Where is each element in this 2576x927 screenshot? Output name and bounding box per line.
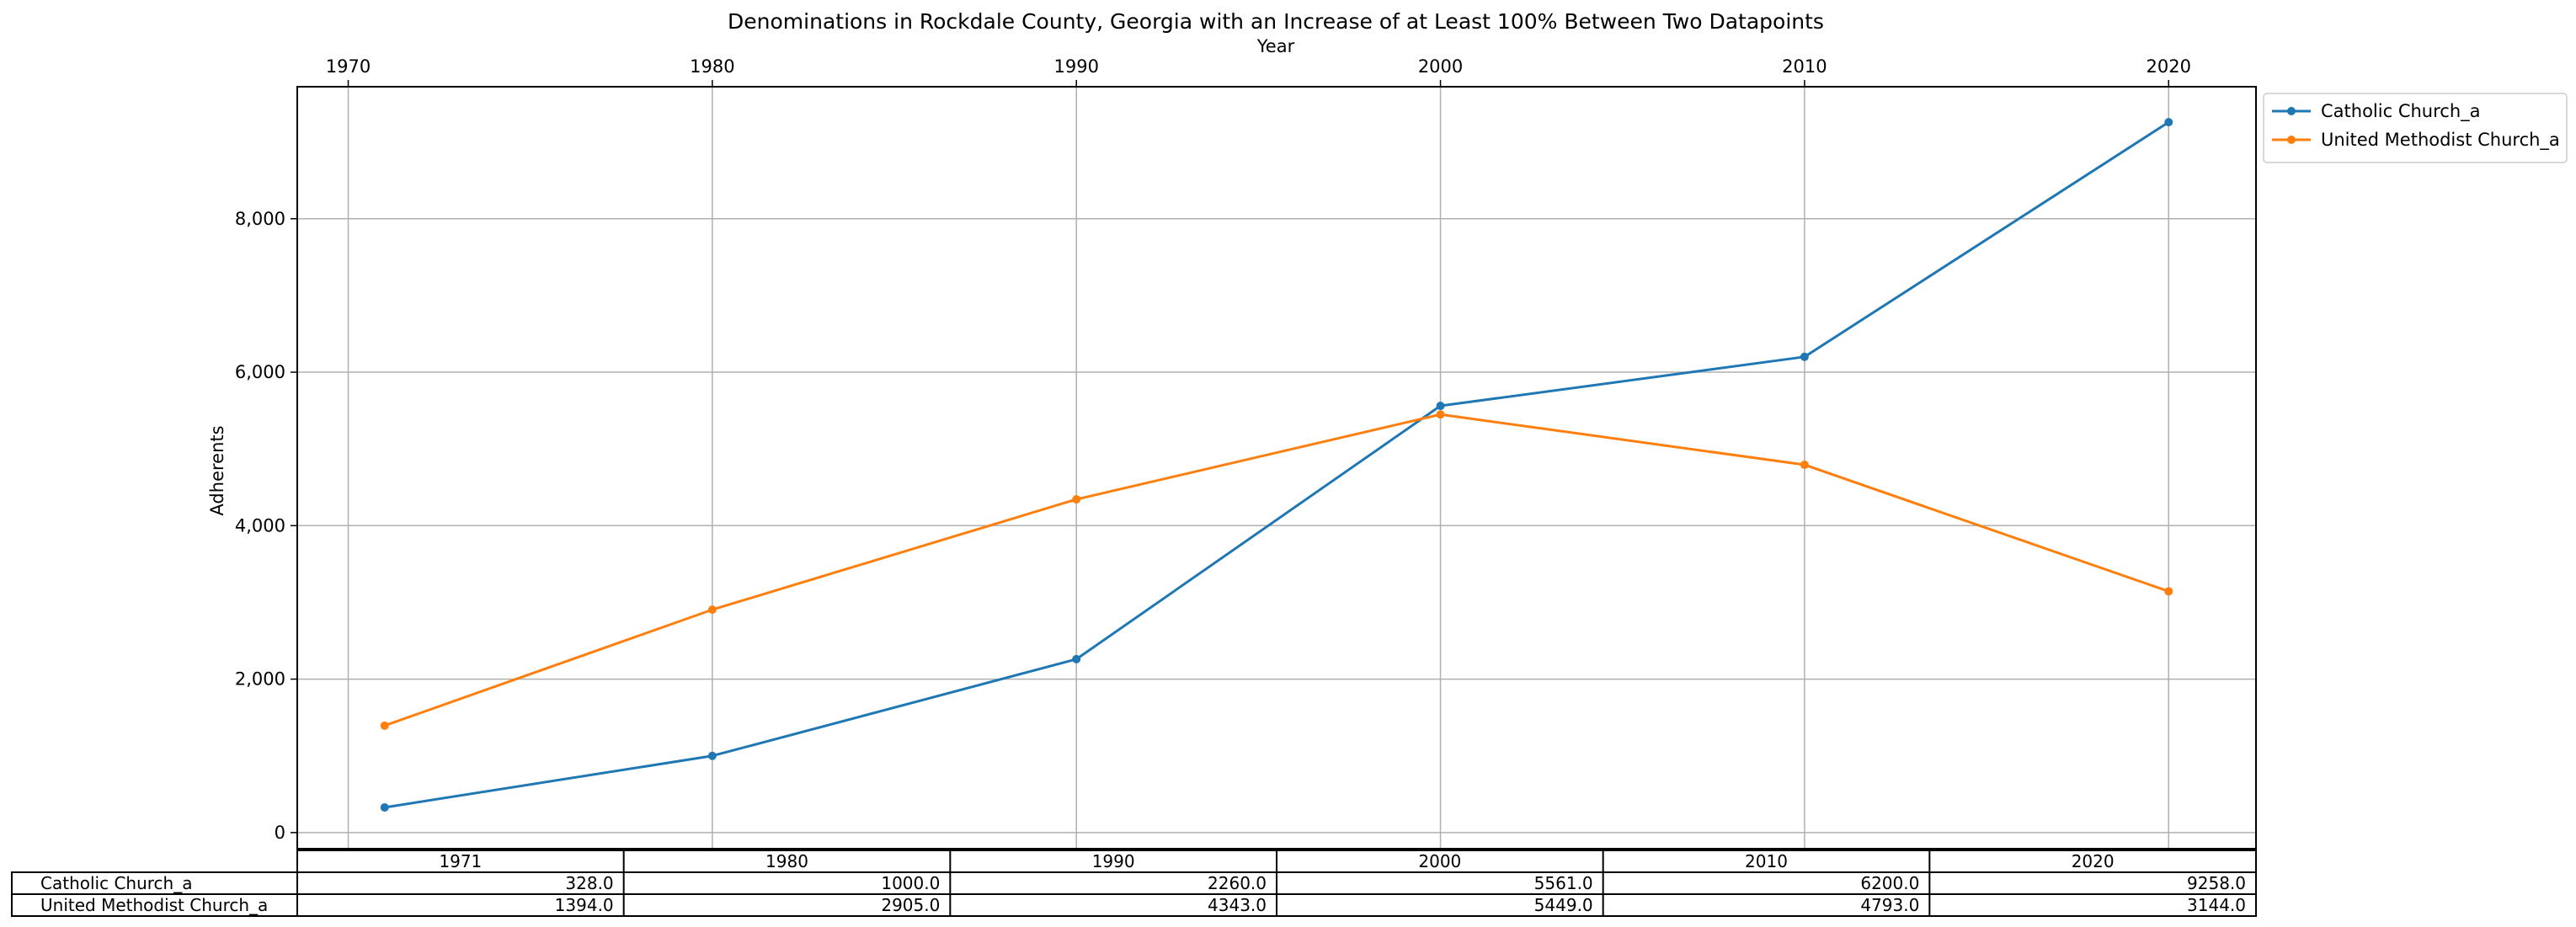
table-column-header: 1980 bbox=[765, 851, 808, 871]
table-column-header: 2010 bbox=[1745, 851, 1788, 871]
data-point bbox=[380, 802, 389, 812]
legend-marker bbox=[2287, 136, 2296, 144]
legend: Catholic Church_a United Methodist Church… bbox=[2263, 93, 2568, 163]
table-cell: 5561.0 bbox=[1534, 873, 1593, 893]
series-line-1 bbox=[384, 413, 2169, 727]
x-tick-label: 2020 bbox=[2147, 56, 2191, 77]
y-axis-label: Adherents bbox=[207, 425, 227, 515]
plot-area-frame bbox=[296, 86, 2257, 850]
table-column-header: 2020 bbox=[2072, 851, 2115, 871]
y-tick-label: 4,000 bbox=[235, 515, 285, 535]
data-point bbox=[1800, 352, 1809, 361]
data-point bbox=[707, 605, 717, 615]
x-axis-label: Year bbox=[1256, 36, 1295, 56]
data-point bbox=[2164, 587, 2173, 596]
data-point bbox=[707, 751, 717, 760]
table-cell: 2905.0 bbox=[881, 895, 940, 915]
x-tick-label: 2010 bbox=[1782, 56, 1827, 77]
table-cell: 328.0 bbox=[565, 873, 613, 893]
table-cell: 6200.0 bbox=[1860, 873, 1919, 893]
x-tick-label: 1970 bbox=[326, 56, 371, 77]
x-tick-label: 1990 bbox=[1053, 56, 1098, 77]
series-lines bbox=[380, 118, 2173, 812]
table-column-header: 2000 bbox=[1418, 851, 1461, 871]
data-table: 1971 1980 1990 2000 2010 2020 Catholic Church_… bbox=[11, 850, 2257, 917]
table-column-header: 1990 bbox=[1092, 851, 1135, 871]
data-point bbox=[1072, 495, 1081, 504]
data-point bbox=[380, 721, 389, 730]
data-point bbox=[1072, 654, 1081, 663]
table-cell: 3144.0 bbox=[2187, 895, 2246, 915]
y-tick-label: 8,000 bbox=[235, 209, 285, 229]
table-column-header: 1971 bbox=[439, 851, 482, 871]
data-point bbox=[1436, 402, 1445, 411]
series-line-0 bbox=[384, 120, 2170, 809]
table-cell: 9258.0 bbox=[2187, 873, 2246, 893]
table-cell: 2260.0 bbox=[1208, 873, 1267, 893]
y-tick-label: 0 bbox=[275, 823, 285, 843]
legend-frame bbox=[2263, 93, 2568, 163]
table-cell: 1000.0 bbox=[881, 873, 940, 893]
y-tick-label: 6,000 bbox=[235, 362, 285, 382]
axis-ticks: 1970 1980 1990 2000 2010 2020 0 2,000 4,000 6,000… bbox=[235, 56, 2191, 843]
legend-label: United Methodist Church_a bbox=[2321, 130, 2560, 151]
table-cell: 1394.0 bbox=[555, 895, 614, 915]
grid bbox=[297, 87, 2256, 849]
table-cell: 4343.0 bbox=[1208, 895, 1267, 915]
table-row-label: United Methodist Church_a bbox=[40, 895, 268, 915]
x-tick-label: 1980 bbox=[690, 56, 734, 77]
y-tick-label: 2,000 bbox=[235, 669, 285, 690]
table-cell: 5449.0 bbox=[1534, 895, 1593, 915]
data-point bbox=[1436, 410, 1445, 419]
data-point bbox=[2164, 118, 2173, 127]
table-row-label: Catholic Church_a bbox=[40, 873, 192, 893]
data-point bbox=[1800, 461, 1809, 470]
legend-marker bbox=[2287, 107, 2296, 115]
chart-title: Denominations in Rockdale County, Georgi… bbox=[728, 9, 1824, 34]
x-tick-label: 2000 bbox=[1418, 56, 1463, 77]
legend-label: Catholic Church_a bbox=[2321, 101, 2481, 122]
table-cell: 4793.0 bbox=[1860, 895, 1919, 915]
